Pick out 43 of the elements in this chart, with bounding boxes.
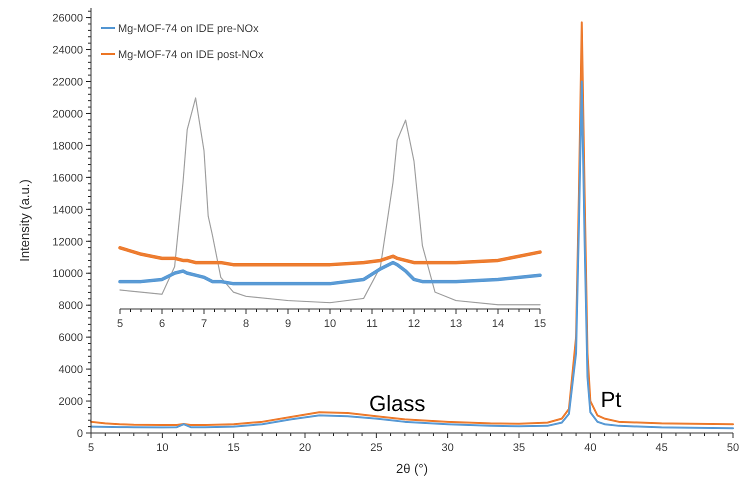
y-tick-label: 14000 [52,204,83,216]
x-tick-label: 15 [228,442,240,454]
x-tick-label: 9 [284,318,292,330]
y-tick-label: 2000 [58,396,83,408]
line-series [90,21,734,426]
line-series [90,80,734,430]
x-tick-label: 20 [298,442,312,454]
y-tick-label: 0 [76,428,83,440]
x-tick-label: 15 [534,318,546,330]
x-tick-label: 25 [370,442,382,454]
y-tick-label: 12000 [52,236,83,248]
y-tick-label: 18000 [52,140,83,152]
y-tick-label: 26000 [52,12,83,25]
x-tick-label: 8 [242,318,250,330]
x-tick-label: 50 [726,442,740,454]
y-tick-label: 10000 [52,268,83,280]
x-tick-label: 11 [366,318,378,330]
x-tick-label: 10 [156,442,168,454]
y-tick-label: 20000 [52,108,83,120]
y-tick-label: 8000 [58,300,83,312]
x-tick-label: 10 [324,318,336,330]
x-tick-label: 5 [88,442,94,454]
x-tick-label: 5 [116,318,124,330]
y-tick-label: 6000 [58,332,83,344]
y-tick-label: 24000 [52,44,83,57]
x-tick-label: 7 [200,318,208,330]
x-axis-title: 2θ (°) [396,461,428,476]
x-tick-label: 30 [442,442,454,454]
y-tick-label: 16000 [52,172,83,184]
x-tick-label: 6 [158,318,166,330]
x-tick-label: 35 [512,442,526,454]
y-tick-label: 4000 [58,364,83,376]
x-tick-label: 12 [408,318,420,330]
legend-label: Mg-MOF-74 on IDE pre-NOx [118,23,260,35]
x-tick-label: 14 [492,318,504,330]
x-tick-label: 40 [584,442,596,454]
annotation: Pt [600,387,622,412]
x-tick-label: 13 [450,318,462,330]
y-axis-title: Intensity (a.u.) [17,179,32,262]
x-tick-label: 45 [656,442,668,454]
legend-label: Mg-MOF-74 on IDE post-NOx [118,49,264,61]
annotation: Glass [369,391,426,416]
y-tick-label: 22000 [52,76,83,88]
